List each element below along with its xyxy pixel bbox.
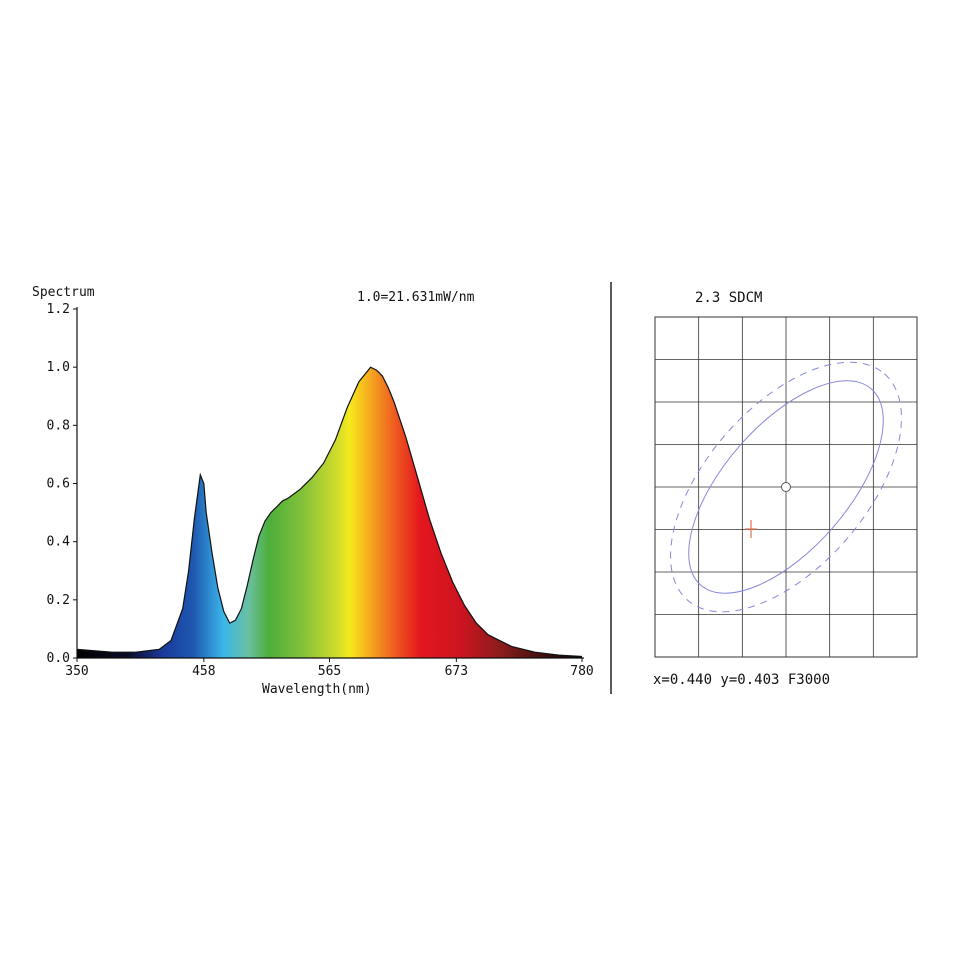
x-tick-label: 673 bbox=[445, 664, 468, 679]
sdcm-chart: 2.3 SDCM x=0.440 y=0.403 F3000 bbox=[653, 290, 918, 688]
scale-annotation: 1.0=21.631mW/nm bbox=[357, 290, 475, 305]
x-axis-label: Wavelength(nm) bbox=[262, 682, 372, 697]
y-tick-label: 0.4 bbox=[47, 535, 71, 550]
spectrum-y-ticks: 0.0 0.2 0.4 0.6 0.8 1.0 1.2 bbox=[47, 302, 77, 666]
spectrum-x-ticks: 350 458 565 673 780 bbox=[65, 658, 594, 679]
sdcm-ellipse-solid bbox=[688, 380, 884, 594]
spectrum-outline bbox=[76, 366, 583, 658]
x-tick-label: 565 bbox=[318, 664, 341, 679]
sdcm-ellipse-dashed bbox=[670, 361, 902, 613]
y-tick-label: 1.2 bbox=[47, 302, 70, 317]
target-point-marker bbox=[781, 482, 791, 492]
spectrum-chart: 0.0 0.2 0.4 0.6 0.8 1.0 1.2 350 458 565 673 780 Sp… bbox=[32, 285, 594, 697]
y-tick-label: 0.0 bbox=[47, 651, 70, 666]
x-tick-label: 780 bbox=[570, 664, 593, 679]
spectrum-area bbox=[77, 367, 582, 658]
y-tick-label: 0.2 bbox=[47, 593, 70, 608]
x-tick-label: 350 bbox=[65, 664, 88, 679]
y-tick-label: 0.8 bbox=[47, 418, 70, 433]
sdcm-grid bbox=[654, 316, 918, 658]
y-tick-label: 0.6 bbox=[47, 477, 70, 492]
sdcm-ellipses bbox=[670, 361, 902, 613]
chromaticity-readout: x=0.440 y=0.403 F3000 bbox=[653, 672, 830, 688]
x-tick-label: 458 bbox=[192, 664, 215, 679]
sdcm-title: 2.3 SDCM bbox=[695, 290, 762, 306]
y-axis-label: Spectrum bbox=[32, 285, 95, 300]
y-tick-label: 1.0 bbox=[47, 360, 70, 375]
measured-point-marker bbox=[745, 520, 757, 538]
